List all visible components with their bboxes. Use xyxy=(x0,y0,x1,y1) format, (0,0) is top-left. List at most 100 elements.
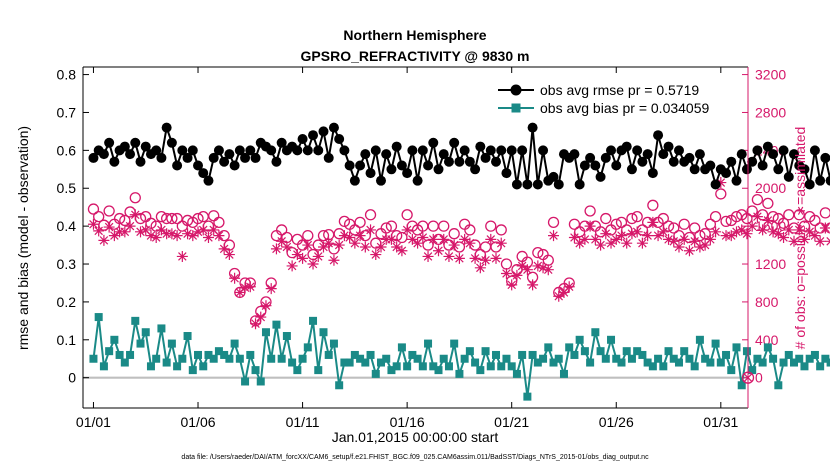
rmse-point xyxy=(689,164,700,175)
rmse-point xyxy=(569,149,580,160)
rmse-point xyxy=(485,145,496,156)
bias-point xyxy=(194,350,203,359)
possible-count-point xyxy=(568,218,581,230)
bias-point xyxy=(633,347,642,356)
rmse-point xyxy=(459,145,470,156)
rmse-point xyxy=(553,179,564,190)
rmse-point xyxy=(762,141,773,152)
y-tick-label: 0 xyxy=(68,370,76,386)
bias-point xyxy=(455,369,464,378)
rmse-point xyxy=(396,160,407,171)
rmse-point xyxy=(276,137,287,148)
rmse-point xyxy=(647,168,658,179)
assimilated-count-point xyxy=(297,252,309,264)
bias-point xyxy=(784,350,793,359)
rmse-point xyxy=(219,156,230,167)
rmse-point xyxy=(538,145,549,156)
assimilated-count-point xyxy=(223,249,235,261)
rmse-point xyxy=(88,152,99,163)
assimilated-count-point xyxy=(469,252,481,264)
rmse-point xyxy=(245,145,256,156)
assimilated-count-point xyxy=(500,267,512,279)
assimilated-count-point xyxy=(453,252,465,264)
rmse-point xyxy=(355,160,366,171)
rmse-point xyxy=(323,152,334,163)
assimilated-count-point xyxy=(307,258,319,270)
assimilated-count-point xyxy=(579,233,591,245)
possible-count-point xyxy=(662,220,675,232)
rmse-point xyxy=(517,145,528,156)
rmse-point xyxy=(234,145,245,156)
rmse-point xyxy=(673,145,684,156)
rmse-point xyxy=(443,156,454,167)
assimilated-count-point xyxy=(317,241,329,253)
rmse-point xyxy=(653,130,664,141)
possible-count-point xyxy=(777,217,790,229)
bias-point xyxy=(183,332,192,341)
bias-point xyxy=(570,350,579,359)
assimilated-count-point xyxy=(396,245,408,257)
assimilated-count-point xyxy=(548,230,560,242)
possible-count-point xyxy=(192,212,204,225)
rmse-point xyxy=(585,152,596,163)
possible-count-point xyxy=(93,211,105,223)
assimilated-count-point xyxy=(542,264,554,276)
bias-point xyxy=(816,362,825,371)
bias-point xyxy=(674,358,683,367)
possible-count-point xyxy=(171,212,183,225)
possible-count-point xyxy=(694,229,706,242)
assimilated-count-point xyxy=(663,233,675,245)
rmse-point xyxy=(694,149,705,160)
rmse-point xyxy=(334,133,345,144)
bias-point xyxy=(424,339,433,348)
assimilated-count-point xyxy=(704,233,716,245)
bias-point xyxy=(403,362,412,371)
x-tick-label: 01/16 xyxy=(390,414,425,430)
possible-count-point xyxy=(600,212,612,225)
legend-bias-label: obs avg bias pr = 0.034059 xyxy=(540,100,710,116)
y-right-tick-label: 800 xyxy=(755,294,779,310)
possible-count-point xyxy=(380,222,392,234)
bias-point xyxy=(162,358,171,367)
assimilated-count-point xyxy=(605,237,617,249)
assimilated-count-point xyxy=(699,239,711,251)
bias-point xyxy=(805,354,814,363)
assimilated-count-point xyxy=(433,245,445,257)
rmse-point xyxy=(522,179,533,190)
rmse-point xyxy=(271,156,282,167)
assimilated-count-point xyxy=(422,250,434,262)
assimilated-count-point xyxy=(286,260,298,272)
bias-point xyxy=(450,339,459,348)
assimilated-count-point xyxy=(563,281,575,293)
bias-point xyxy=(167,339,176,348)
rmse-point xyxy=(433,164,444,175)
assimilated-count-point xyxy=(124,220,136,232)
bias-point xyxy=(706,358,715,367)
rmse-point xyxy=(140,141,151,152)
bias-point xyxy=(157,324,166,333)
assimilated-count-point xyxy=(255,311,267,323)
x-tick-label: 01/26 xyxy=(599,414,634,430)
bias-point xyxy=(131,316,140,325)
rmse-point xyxy=(475,141,486,152)
plot-area: 00.10.20.30.40.50.60.70.8040080012001600… xyxy=(57,66,830,430)
assimilated-count-point xyxy=(119,226,131,238)
assimilated-count-point xyxy=(600,228,612,240)
bias-point xyxy=(220,350,229,359)
rmse-point xyxy=(407,145,418,156)
rmse-point xyxy=(292,145,303,156)
rmse-point xyxy=(532,179,543,190)
rmse-point xyxy=(213,145,224,156)
bias-point xyxy=(89,354,98,363)
legend-bias-marker xyxy=(511,103,521,113)
possible-count-point xyxy=(715,188,727,200)
rmse-point xyxy=(365,168,376,179)
possible-count-point xyxy=(699,228,711,240)
chart-title: Northern Hemisphere xyxy=(343,27,486,43)
bias-point xyxy=(335,381,344,390)
rmse-point xyxy=(621,141,632,152)
rmse-point xyxy=(820,152,830,163)
assimilated-count-point xyxy=(798,233,810,245)
bias-point xyxy=(350,350,359,359)
assimilated-count-point xyxy=(333,239,345,251)
